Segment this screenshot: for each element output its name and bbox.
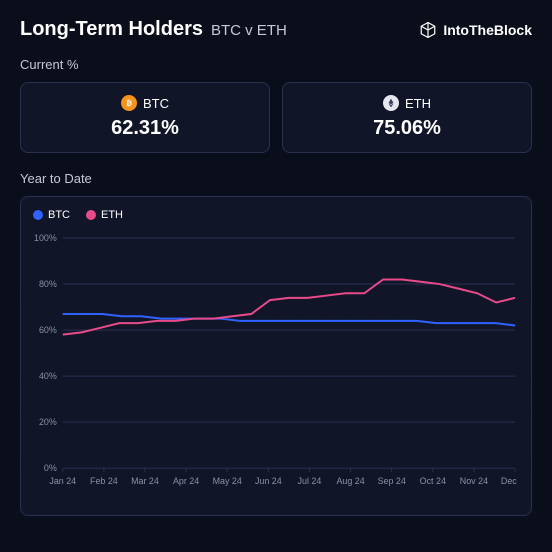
stat-cards: ₿ BTC 62.31% ETH 75.06% bbox=[20, 82, 532, 153]
svg-text:Sep 24: Sep 24 bbox=[378, 476, 406, 486]
svg-text:0%: 0% bbox=[44, 463, 57, 473]
page-title: Long-Term Holders bbox=[20, 18, 203, 41]
svg-text:Jan 24: Jan 24 bbox=[49, 476, 76, 486]
svg-text:20%: 20% bbox=[39, 417, 57, 427]
svg-text:100%: 100% bbox=[34, 233, 57, 243]
x-axis-labels: Jan 24 Feb 24 Mar 24 Apr 24 May 24 Jun 24 Jul … bbox=[49, 476, 519, 486]
svg-text:Aug 24: Aug 24 bbox=[336, 476, 364, 486]
svg-text:Jun 24: Jun 24 bbox=[255, 476, 282, 486]
svg-text:Apr 24: Apr 24 bbox=[173, 476, 199, 486]
legend-dot-btc bbox=[33, 210, 43, 220]
svg-text:Dec 24: Dec 24 bbox=[501, 476, 519, 486]
ethereum-icon bbox=[383, 95, 399, 111]
svg-text:60%: 60% bbox=[39, 325, 57, 335]
legend-btc-label: BTC bbox=[48, 209, 70, 221]
btc-value: 62.31% bbox=[33, 117, 257, 140]
svg-text:40%: 40% bbox=[39, 371, 57, 381]
bitcoin-icon: ₿ bbox=[121, 95, 137, 111]
svg-text:Nov 24: Nov 24 bbox=[460, 476, 488, 486]
btc-card: ₿ BTC 62.31% bbox=[20, 82, 270, 153]
svg-text:80%: 80% bbox=[39, 279, 57, 289]
brand-name: IntoTheBlock bbox=[443, 22, 532, 38]
chart-container: BTC ETH 0% 20% 40% 60% 80% 100% Jan 24 Feb 24 M… bbox=[20, 196, 532, 516]
y-axis-labels: 0% 20% 40% 60% 80% 100% bbox=[34, 233, 57, 473]
svg-text:Oct 24: Oct 24 bbox=[420, 476, 446, 486]
eth-label: ETH bbox=[405, 96, 431, 111]
eth-series bbox=[63, 279, 515, 334]
eth-value: 75.06% bbox=[295, 117, 519, 140]
title-group: Long-Term Holders BTC v ETH bbox=[20, 18, 287, 41]
btc-label: BTC bbox=[143, 96, 169, 111]
legend-dot-eth bbox=[86, 210, 96, 220]
eth-card: ETH 75.06% bbox=[282, 82, 532, 153]
main-container: Long-Term Holders BTC v ETH IntoTheBlock… bbox=[0, 0, 552, 552]
cube-icon bbox=[419, 21, 437, 39]
brand-logo: IntoTheBlock bbox=[419, 21, 532, 39]
svg-text:Mar 24: Mar 24 bbox=[131, 476, 159, 486]
page-subtitle: BTC v ETH bbox=[211, 22, 287, 39]
svg-text:₿: ₿ bbox=[126, 99, 132, 108]
legend-eth: ETH bbox=[86, 209, 123, 221]
btc-card-head: ₿ BTC bbox=[33, 95, 257, 111]
current-section-label: Current % bbox=[20, 57, 532, 72]
line-chart: 0% 20% 40% 60% 80% 100% Jan 24 Feb 24 Mar 24 Apr… bbox=[33, 229, 519, 499]
chart-legend: BTC ETH bbox=[33, 209, 519, 221]
svg-text:Jul 24: Jul 24 bbox=[298, 476, 322, 486]
svg-text:Feb 24: Feb 24 bbox=[90, 476, 118, 486]
legend-btc: BTC bbox=[33, 209, 70, 221]
chart-grid bbox=[63, 238, 515, 472]
eth-card-head: ETH bbox=[295, 95, 519, 111]
svg-text:May 24: May 24 bbox=[213, 476, 242, 486]
ytd-section-label: Year to Date bbox=[20, 171, 532, 186]
header: Long-Term Holders BTC v ETH IntoTheBlock bbox=[20, 18, 532, 41]
legend-eth-label: ETH bbox=[101, 209, 123, 221]
